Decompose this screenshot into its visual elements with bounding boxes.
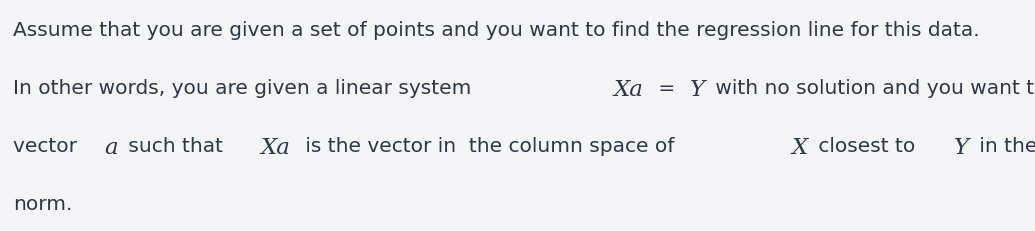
Text: vector: vector — [13, 136, 84, 155]
Text: norm.: norm. — [13, 194, 72, 213]
Text: such that: such that — [122, 136, 229, 155]
Text: Xa: Xa — [613, 79, 643, 100]
Text: with no solution and you want to find a: with no solution and you want to find a — [709, 79, 1035, 97]
Text: Xa: Xa — [261, 136, 290, 158]
Text: Y: Y — [690, 79, 705, 100]
Text: a: a — [105, 136, 118, 158]
Text: in the Euclidean: in the Euclidean — [974, 136, 1035, 155]
Text: =: = — [652, 79, 681, 97]
Text: is the vector in  the column space of: is the vector in the column space of — [299, 136, 681, 155]
Text: closest to: closest to — [812, 136, 922, 155]
Text: Y: Y — [954, 136, 969, 158]
Text: Assume that you are given a set of points and you want to find the regression li: Assume that you are given a set of point… — [13, 21, 980, 40]
Text: In other words, you are given a linear system: In other words, you are given a linear s… — [13, 79, 478, 97]
Text: X: X — [792, 136, 807, 158]
